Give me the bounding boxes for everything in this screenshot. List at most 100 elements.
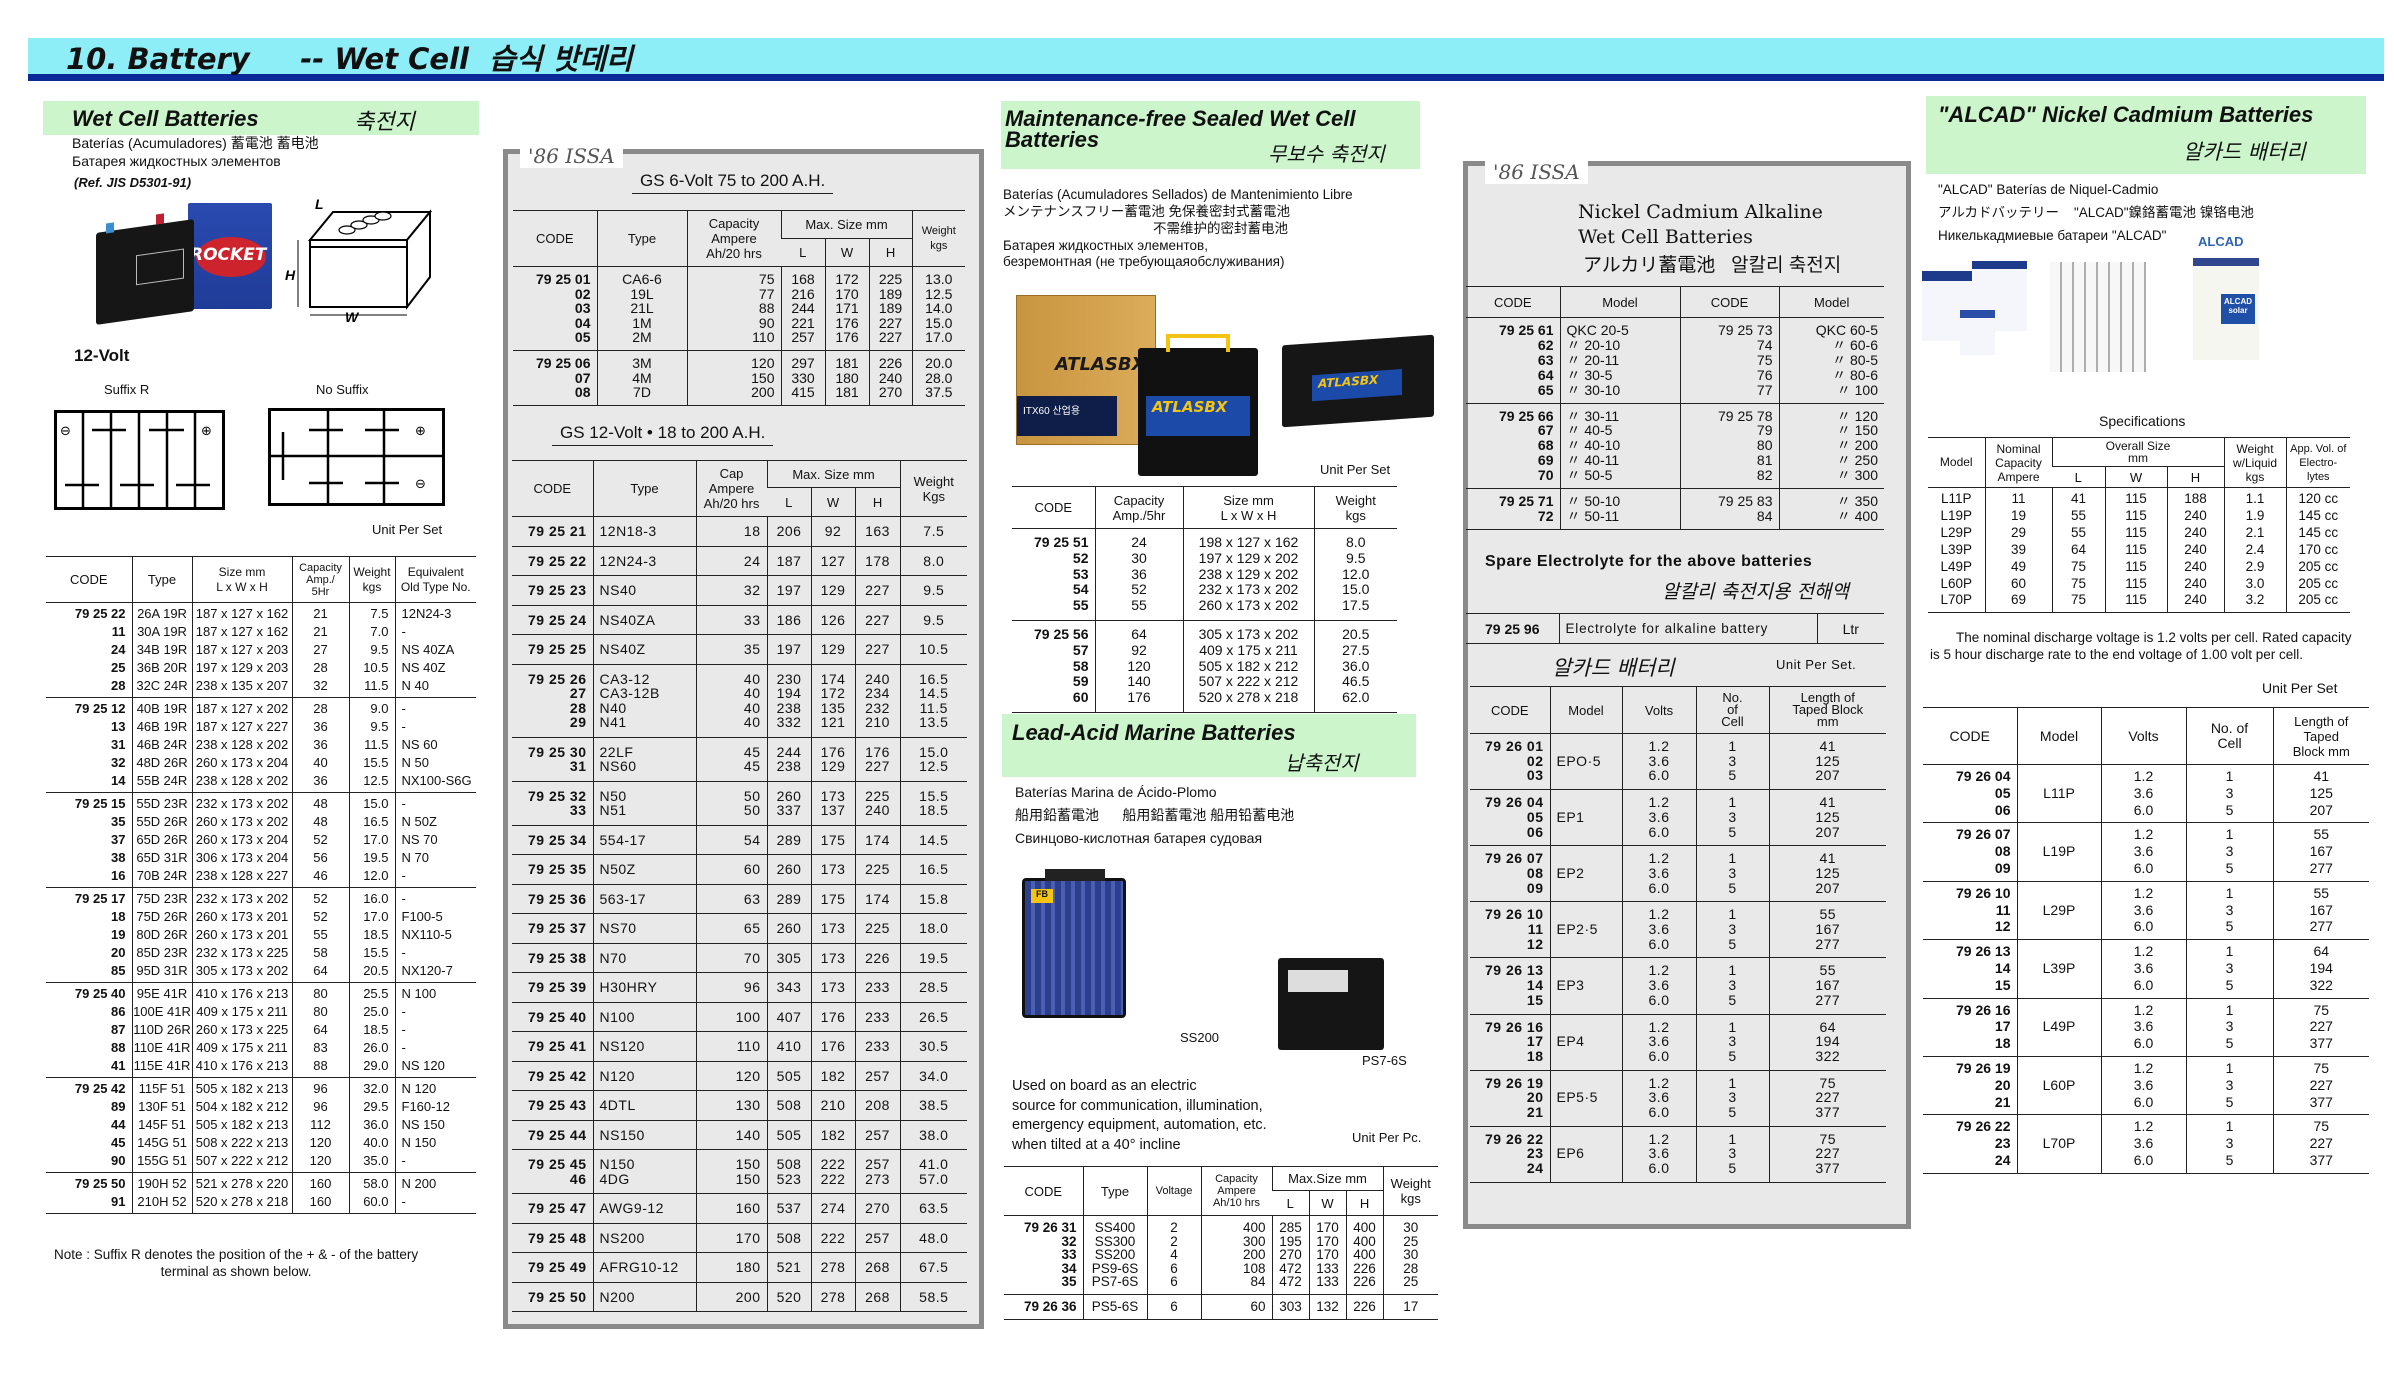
cell-line: 133 [1316, 1260, 1339, 1276]
cell-line: 260 x 173 x 202 [195, 814, 289, 829]
cell-line: 227 [2309, 1018, 2333, 1035]
table-cell: 187 x 127 x 162 187 x 127 x 162 187 x 127 … [191, 602, 292, 698]
table-cell: 79 26 07 08 09 [1470, 846, 1550, 902]
cell-line: - [401, 945, 406, 960]
cell-line: 68 [1537, 437, 1554, 454]
wet-cell-title: Wet Cell Batteries [72, 106, 259, 131]
table-cell: 79 25 51 52 53 54 55 [1012, 529, 1095, 621]
cell-line: 88 [758, 300, 775, 317]
cell-line: 176 [820, 1038, 846, 1054]
ss200-battery-image: FB [1022, 869, 1126, 1018]
col-type: Type [592, 460, 696, 517]
table-cell: 41 125 207 [1768, 733, 1886, 790]
table-cell: 60 [695, 854, 767, 884]
table-cell: N200 [592, 1282, 696, 1312]
cell-line: 1.2 [2133, 1118, 2154, 1135]
table-cell: 9.5 [899, 575, 968, 605]
cell-line: 150 [735, 1156, 761, 1172]
cell-line: 40 [743, 699, 761, 716]
cell-line: 〃 40-11 [1566, 452, 1620, 469]
table-cell: 508 523 [766, 1149, 811, 1194]
table-row: 79 26 16 17 18 L49P 1.2 3.6 6.0 1 3 5 75 227 377 [1923, 998, 2369, 1057]
cell-line: 79 25 24 [528, 611, 587, 628]
table-cell: 13.0 12.5 14.0 15.0 17.0 [911, 266, 966, 351]
cell-line: 6 [1170, 1274, 1178, 1290]
cell-line: 190H 52 [137, 1176, 187, 1191]
wet-cell-header [43, 101, 479, 135]
table-cell: 180 [695, 1252, 767, 1282]
table-row: 79 25 17 18 19 20 85 75D 23R 75D 26R 80D 26R 85D… [46, 887, 476, 983]
cell-line: 2M [632, 329, 652, 346]
cell-line: 02 [1526, 752, 1544, 769]
cell-line: 79 25 25 [528, 641, 587, 657]
cell-line: 176 [1127, 689, 1151, 706]
cell-line: NS200 [599, 1229, 645, 1246]
table-cell: AFRG10-12 [592, 1252, 696, 1282]
cell-line: 79 25 36 [528, 890, 587, 907]
table-cell: 40B 19R 46B 19R 46B 24R 48D 26R 55B 24R [131, 697, 192, 793]
alcad-title: "ALCAD" Nickel Cadmium Batteries [1938, 102, 2314, 127]
cell-line: L29P [2042, 901, 2076, 918]
table-cell: 174 [854, 884, 901, 914]
table-row: 79 26 10 11 12 EP2·5 1.2 3.6 6.0 1 3 5 55 167 277 [1470, 901, 1886, 958]
cell-line: 100E 41R [133, 1004, 191, 1019]
cell-line: 278 [820, 1288, 846, 1305]
cell-line: 180 [835, 369, 859, 386]
cell-line: 20 [1994, 1076, 2011, 1093]
cell-line: 80 [1756, 437, 1773, 454]
table-cell: 225 240 [854, 781, 901, 825]
page-banner [28, 38, 2384, 74]
cell-line: 55D 26R [136, 814, 188, 829]
cell-line: L39P [2042, 959, 2076, 976]
cell-line: 377 [2309, 1151, 2333, 1168]
col-length: Length of Taped Block mm [1768, 686, 1886, 734]
cell-line: 160 [735, 1200, 761, 1216]
table-cell: 79 25 06 07 08 [513, 350, 597, 405]
cell-line: 72 [1537, 507, 1554, 524]
cell-line: 170 [1316, 1233, 1339, 1249]
table-cell: 120 cc 145 cc 145 cc 170 cc 205 cc 205 cc 205 … [2285, 487, 2350, 613]
cell-line: 232 x 173 x 225 [195, 945, 289, 960]
table-cell: 75 227 377 [1768, 1070, 1886, 1127]
cell-line: 230 [776, 670, 802, 687]
wet-cell-sub-es: Baterías (Acumuladores) 蓄電池 蓄电池 [72, 135, 319, 151]
row-group: 79 25 06 07 08 3M 4M 7D 120 150 200 297 330 415 181 1… [513, 350, 966, 406]
cell-line: 3.6 [2133, 784, 2154, 801]
cell-line: 79 [1756, 422, 1773, 439]
cell-line: 63 [743, 890, 761, 907]
ps7-6s-battery-image [1278, 958, 1384, 1050]
cell-line: 9.5 [370, 719, 389, 734]
table-row: 79 25 22 12N24-3 24 187 127 178 8.0 [512, 546, 968, 576]
cell-line: 210H 52 [137, 1194, 187, 1209]
cell-line: 55D 23R [136, 796, 188, 811]
cell-line: 79 26 13 [1485, 962, 1544, 979]
cell-line: 244 [776, 743, 802, 760]
cell-line: 508 x 222 x 213 [195, 1135, 289, 1150]
cell-line: 1 [1728, 962, 1737, 979]
cell-line: 377 [1815, 1160, 1841, 1177]
cell-line: 3 [1728, 864, 1737, 881]
cell-line: 306 x 173 x 204 [195, 850, 289, 865]
cell-line: 46B 24R [136, 737, 188, 752]
cell-line: 28 [313, 701, 328, 716]
cell-line: 36 [1131, 565, 1147, 582]
col-weight: Weight kgs [1313, 486, 1397, 529]
cell-line: AWG9-12 [599, 1200, 664, 1216]
alcad-logo: ALCAD [2198, 234, 2244, 249]
cell-line: 167 [1815, 921, 1841, 938]
table-cell: 9.5 [899, 605, 968, 635]
cell-line: 289 [776, 831, 802, 848]
cell-line: 34B 19R [136, 642, 188, 657]
table-cell: 8.0 9.5 12.0 15.0 17.5 [1313, 528, 1397, 621]
cell-line: L70P [1940, 592, 1973, 608]
cell-line: 60.0 [363, 1194, 389, 1209]
cell-line: 49 [2010, 558, 2027, 574]
cell-line: 55 [2070, 524, 2087, 540]
cell-line: 55 [1819, 906, 1837, 923]
cell-line: 40B 19R [136, 701, 188, 716]
row-group: 79 25 40 86 87 88 41 95E 41R 100E 41R 110D 26R 1… [46, 982, 476, 1078]
table-cell: 79 25 40 86 87 88 41 [46, 983, 132, 1078]
cell-line: 145F 51 [138, 1117, 186, 1132]
